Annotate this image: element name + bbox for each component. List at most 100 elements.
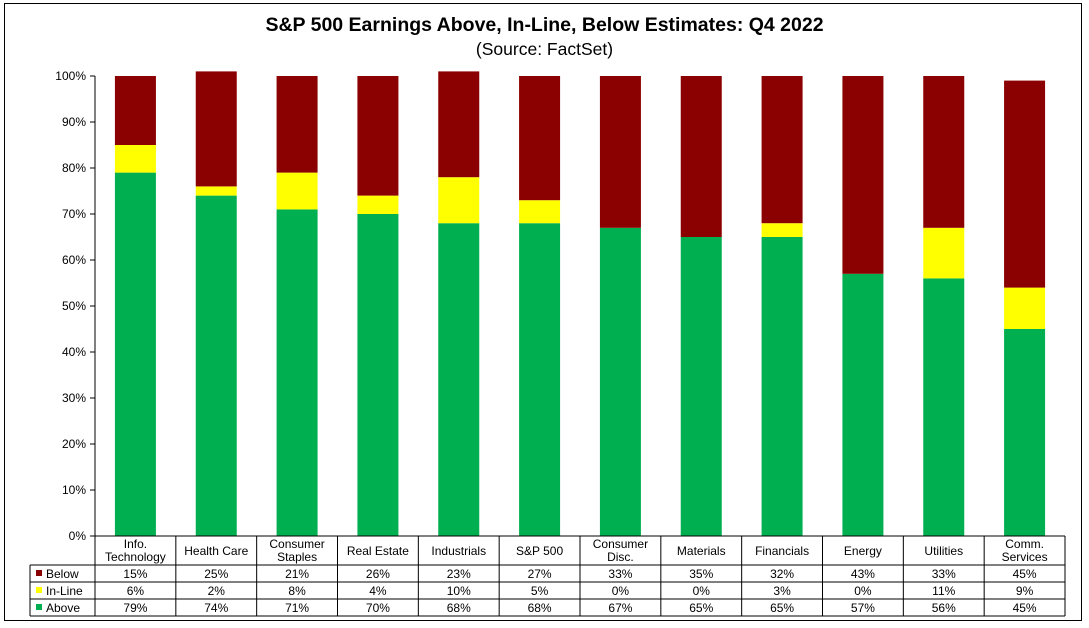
bar-in-line — [115, 145, 156, 173]
x-category-label: Energy — [844, 544, 882, 558]
bar-above — [1004, 329, 1045, 536]
y-tick-label: 50% — [62, 299, 86, 313]
data-label: 23% — [447, 567, 471, 581]
data-label: 21% — [285, 567, 309, 581]
data-label: 57% — [851, 601, 875, 615]
bar-in-line — [357, 196, 398, 214]
data-label: 33% — [932, 567, 956, 581]
y-tick-label: 30% — [62, 391, 86, 405]
bar-above — [357, 214, 398, 536]
bar-above — [842, 274, 883, 536]
data-label: 6% — [127, 584, 145, 598]
legend-label: Above — [46, 601, 80, 615]
data-label: 45% — [1013, 601, 1037, 615]
bar-below — [923, 76, 964, 228]
data-label: 71% — [285, 601, 309, 615]
data-label: 5% — [531, 584, 549, 598]
x-category-label: Financials — [755, 544, 809, 558]
bar-above — [600, 228, 641, 536]
bar-above — [519, 223, 560, 536]
bar-below — [1004, 81, 1045, 288]
bar-above — [115, 173, 156, 536]
bar-below — [438, 71, 479, 177]
bar-in-line — [923, 228, 964, 279]
x-category-label: Utilities — [924, 544, 963, 558]
data-label: 26% — [366, 567, 390, 581]
bar-in-line — [277, 173, 318, 210]
bar-below — [600, 76, 641, 228]
bar-below — [762, 76, 803, 223]
x-category-label: Comm. — [1005, 537, 1044, 551]
legend-key — [36, 587, 42, 593]
bar-above — [762, 237, 803, 536]
bar-in-line — [196, 186, 237, 195]
bar-below — [681, 76, 722, 237]
bar-below — [357, 76, 398, 196]
bar-above — [196, 196, 237, 536]
data-label: 0% — [854, 584, 872, 598]
data-label: 2% — [208, 584, 226, 598]
data-label: 11% — [932, 584, 955, 598]
bar-below — [277, 76, 318, 173]
bar-in-line — [438, 177, 479, 223]
x-category-label: Staples — [277, 550, 317, 564]
y-tick-label: 60% — [62, 253, 86, 267]
data-label: 79% — [123, 601, 147, 615]
x-category-label: Materials — [677, 544, 726, 558]
data-label: 8% — [288, 584, 306, 598]
data-label: 56% — [932, 601, 956, 615]
x-category-label: Technology — [105, 550, 166, 564]
bar-below — [842, 76, 883, 274]
y-tick-label: 100% — [55, 69, 86, 83]
y-tick-label: 10% — [62, 483, 86, 497]
data-label: 67% — [608, 601, 632, 615]
data-label: 45% — [1013, 567, 1037, 581]
x-category-label: Industrials — [431, 544, 486, 558]
x-category-label: Consumer — [593, 537, 648, 551]
legend-label: In-Line — [46, 584, 83, 598]
data-label: 43% — [851, 567, 875, 581]
y-tick-label: 70% — [62, 207, 86, 221]
data-label: 25% — [204, 567, 228, 581]
legend-key — [36, 604, 42, 610]
bar-below — [115, 76, 156, 145]
bar-below — [196, 71, 237, 186]
data-label: 70% — [366, 601, 390, 615]
x-category-label: Real Estate — [347, 544, 409, 558]
data-label: 32% — [770, 567, 794, 581]
data-label: 33% — [608, 567, 632, 581]
legend-key — [36, 570, 42, 576]
data-label: 10% — [447, 584, 471, 598]
bar-above — [681, 237, 722, 536]
y-tick-label: 80% — [62, 161, 86, 175]
data-label: 65% — [770, 601, 794, 615]
data-label: 15% — [123, 567, 147, 581]
bar-above — [438, 223, 479, 536]
y-tick-label: 90% — [62, 115, 86, 129]
data-label: 27% — [528, 567, 552, 581]
bar-in-line — [1004, 288, 1045, 329]
data-label: 35% — [689, 567, 713, 581]
bar-in-line — [519, 200, 560, 223]
bar-below — [519, 76, 560, 200]
y-tick-label: 40% — [62, 345, 86, 359]
x-category-label: S&P 500 — [516, 544, 563, 558]
y-tick-label: 20% — [62, 437, 86, 451]
x-category-label: Info. — [124, 537, 147, 551]
legend-label: Below — [46, 567, 79, 581]
bar-above — [923, 278, 964, 536]
data-label: 65% — [689, 601, 713, 615]
x-category-label: Services — [1002, 550, 1048, 564]
data-label: 0% — [612, 584, 630, 598]
bar-above — [277, 209, 318, 536]
data-label: 4% — [369, 584, 387, 598]
x-category-label: Consumer — [269, 537, 324, 551]
data-label: 3% — [773, 584, 791, 598]
plot-area: 0% 10% 20% 30% 40% 50% 60% 70% 80% 90% 100% Info.Te… — [0, 0, 1089, 628]
x-category-label: Health Care — [184, 544, 248, 558]
data-label: 74% — [204, 601, 228, 615]
data-label: 68% — [447, 601, 471, 615]
y-tick-label: 0% — [69, 529, 87, 543]
data-label: 68% — [528, 601, 552, 615]
data-label: 9% — [1016, 584, 1034, 598]
